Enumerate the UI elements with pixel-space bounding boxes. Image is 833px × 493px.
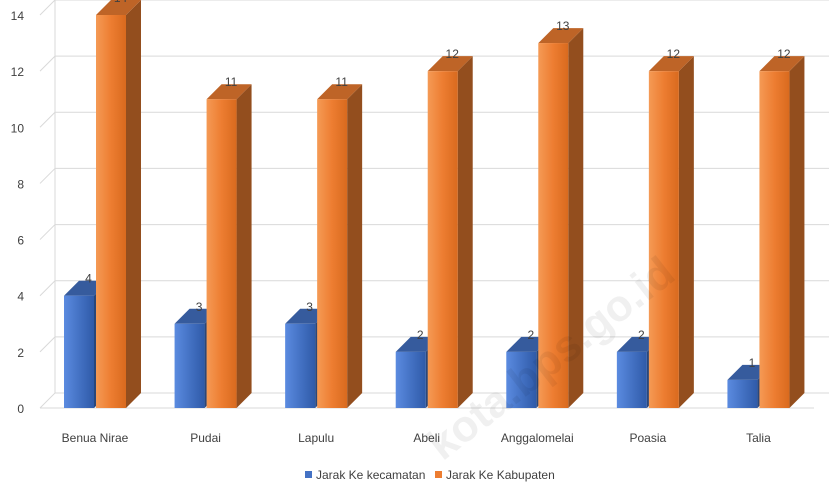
x-tick-label: Poasia	[630, 431, 667, 445]
bar-front	[648, 71, 679, 409]
legend: Jarak Ke kecamatan Jarak Ke Kabupaten	[305, 468, 555, 482]
data-label: 1	[749, 356, 756, 370]
gridline-depth	[39, 111, 56, 128]
gridline-depth	[39, 168, 56, 184]
bar-front	[759, 71, 790, 409]
bar-front	[616, 351, 647, 408]
bar-top	[206, 84, 252, 100]
y-tick-label: 8	[17, 177, 24, 191]
bar-side	[678, 56, 694, 409]
y-tick-label: 6	[17, 234, 24, 248]
bar-front	[64, 295, 94, 408]
x-tick-label: Anggalomelai	[501, 431, 574, 445]
bar-front	[538, 43, 569, 408]
bar-side	[457, 56, 473, 409]
bars	[64, 0, 805, 409]
y-axis-ticks: 0 2 4 6 8 10 12 14	[11, 9, 25, 416]
data-label: 2	[417, 328, 424, 342]
legend-item: Jarak Ke Kabupaten	[435, 468, 555, 482]
x-tick-label: Benua Nirae	[62, 431, 129, 445]
x-tick-label: Pudai	[190, 431, 221, 445]
x-axis-categories: Benua Nirae Pudai Lapulu Abeli Anggalomelai P…	[62, 431, 771, 445]
bar-top	[427, 56, 473, 72]
bar-top	[648, 56, 694, 72]
bar-front	[317, 99, 348, 408]
bar	[538, 28, 584, 408]
bar-front	[206, 99, 237, 408]
bar-front	[427, 71, 458, 409]
legend-label: Jarak Ke Kabupaten	[446, 468, 555, 482]
gridline-depth	[39, 224, 56, 240]
data-label: 2	[638, 328, 645, 342]
x-tick-label: Talia	[746, 431, 771, 445]
y-tick-label: 10	[11, 121, 25, 135]
data-labels: 414311311212213212112	[85, 0, 791, 370]
data-label: 11	[225, 75, 238, 89]
y-tick-label: 2	[17, 346, 24, 360]
bar	[648, 56, 694, 409]
data-label: 4	[85, 272, 92, 286]
data-label: 3	[196, 300, 203, 314]
data-label: 12	[667, 47, 681, 61]
gridline-depth	[39, 0, 56, 16]
bar-front	[285, 323, 316, 408]
data-label: 12	[446, 47, 460, 61]
bar	[206, 84, 252, 408]
bar-side	[347, 84, 363, 408]
data-label: 3	[306, 300, 313, 314]
y-tick-label: 14	[11, 9, 25, 23]
bar-side	[789, 56, 805, 409]
bar-top	[538, 28, 584, 44]
data-label: 13	[556, 19, 570, 33]
bar-front	[174, 323, 205, 408]
bar-side	[126, 0, 141, 408]
bar-top	[96, 0, 141, 15]
bar-top	[759, 56, 805, 72]
gridline-depth	[39, 280, 56, 297]
bar-front	[727, 379, 758, 408]
gridline-depth	[39, 55, 56, 72]
gridline-depth	[39, 392, 56, 409]
bar	[427, 56, 473, 409]
data-label: 14	[114, 0, 128, 5]
legend-item: Jarak Ke kecamatan	[305, 468, 425, 482]
bar	[759, 56, 805, 409]
y-tick-label: 4	[17, 290, 24, 304]
data-label: 11	[335, 75, 348, 89]
y-tick-label: 12	[11, 65, 25, 79]
legend-swatch	[305, 471, 312, 478]
bar-side	[568, 28, 584, 408]
legend-label: Jarak Ke kecamatan	[316, 468, 425, 482]
bar	[317, 84, 363, 408]
bar-front	[96, 15, 126, 408]
x-tick-label: Abeli	[413, 431, 440, 445]
y-tick-label: 0	[17, 402, 24, 416]
gridline-depth	[39, 336, 56, 353]
x-tick-label: Lapulu	[298, 431, 334, 445]
bar-front	[506, 351, 537, 408]
bar-front	[395, 351, 426, 408]
bar-top	[317, 84, 363, 100]
data-label: 12	[777, 47, 791, 61]
legend-swatch	[435, 471, 442, 478]
bar-side	[236, 84, 252, 408]
data-label: 2	[527, 328, 534, 342]
bar	[96, 0, 141, 408]
